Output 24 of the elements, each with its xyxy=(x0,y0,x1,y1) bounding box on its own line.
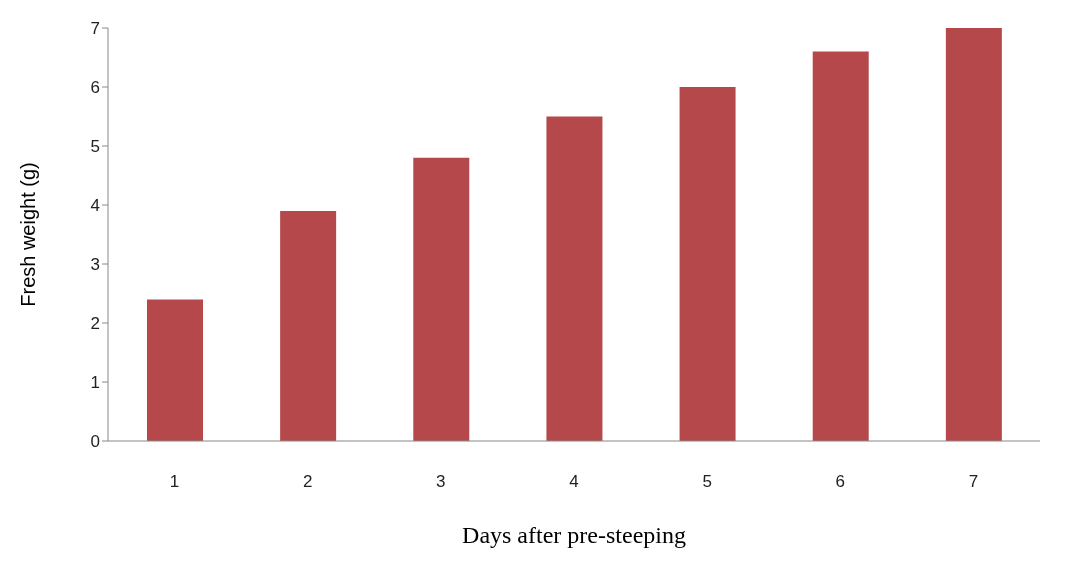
y-axis-title: Fresh weight (g) xyxy=(17,162,40,307)
bar xyxy=(546,116,603,441)
bar xyxy=(413,157,470,441)
x-tick-label: 3 xyxy=(436,472,446,492)
bar xyxy=(280,210,337,441)
y-tick-label: 0 xyxy=(90,432,100,452)
bar xyxy=(812,51,869,441)
x-tick-label: 2 xyxy=(302,472,313,492)
x-axis-title: Days after pre-steeping xyxy=(462,522,686,548)
x-tick-label: 7 xyxy=(968,472,979,492)
x-tick-label: 4 xyxy=(569,472,579,492)
y-tick-label: 7 xyxy=(90,19,100,39)
x-tick-label: 5 xyxy=(702,472,712,492)
bar xyxy=(679,87,736,441)
y-tick-label: 2 xyxy=(90,314,100,334)
y-tick-label: 1 xyxy=(90,373,100,393)
x-tick-label: 6 xyxy=(835,472,846,492)
bar xyxy=(147,299,203,441)
y-tick-label: 5 xyxy=(90,137,100,157)
bar xyxy=(945,28,1002,441)
x-tick-label: 1 xyxy=(169,472,180,492)
y-tick-label: 4 xyxy=(90,196,100,216)
y-tick-label: 3 xyxy=(90,255,100,275)
y-tick-label: 6 xyxy=(90,78,100,98)
